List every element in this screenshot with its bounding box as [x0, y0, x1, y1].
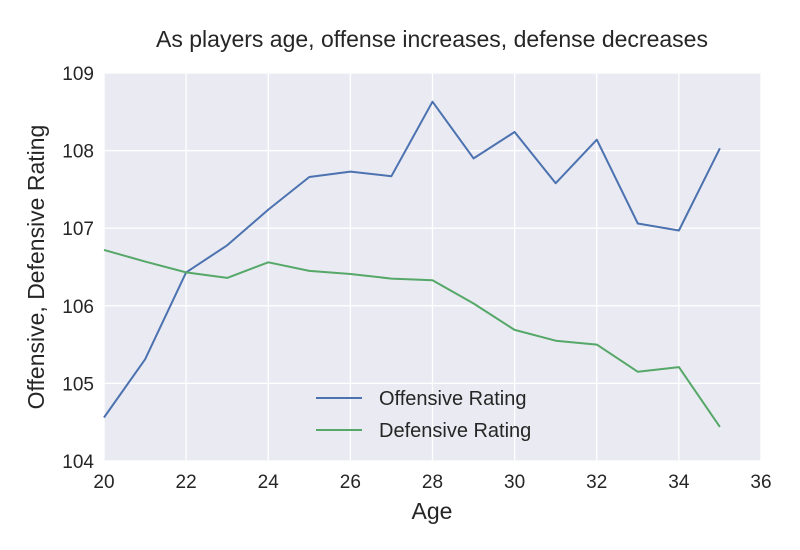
x-tick-label: 26: [340, 472, 361, 493]
legend: Offensive Rating Defensive Rating: [316, 388, 531, 442]
x-axis-label: Age: [412, 498, 453, 524]
y-tick-label: 106: [62, 297, 94, 318]
x-tick-label: 20: [93, 472, 114, 493]
y-tick-label: 105: [62, 374, 94, 395]
series-line-offensive-rating: [103, 100, 721, 419]
chart-title: As players age, offense increases, defen…: [156, 26, 708, 52]
y-tick-label: 108: [62, 142, 94, 163]
x-tick-label: 22: [176, 472, 197, 493]
y-tick-label: 109: [62, 64, 94, 85]
y-tick-label: 104: [62, 452, 94, 473]
x-tick-label: 32: [586, 472, 607, 493]
x-tick-label: 34: [668, 472, 690, 493]
legend-label-offensive-rating: Offensive Rating: [379, 388, 527, 410]
x-tick-label: 28: [422, 472, 443, 493]
x-tick-label: 24: [258, 472, 280, 493]
y-tick-label: 107: [62, 219, 94, 240]
x-tick-label: 36: [750, 472, 771, 493]
y-axis-label: Offensive, Defensive Rating: [23, 125, 49, 410]
series-line-defensive-rating: [103, 248, 721, 428]
x-axis-ticks: 20 22 24 26 28 30 32 34 36: [93, 472, 771, 493]
y-axis-ticks: 104 105 106 107 108 109: [62, 64, 94, 473]
x-tick-label: 30: [504, 472, 525, 493]
series-layer: [103, 100, 721, 428]
grid-lines: [103, 72, 762, 462]
legend-label-defensive-rating: Defensive Rating: [379, 420, 531, 442]
